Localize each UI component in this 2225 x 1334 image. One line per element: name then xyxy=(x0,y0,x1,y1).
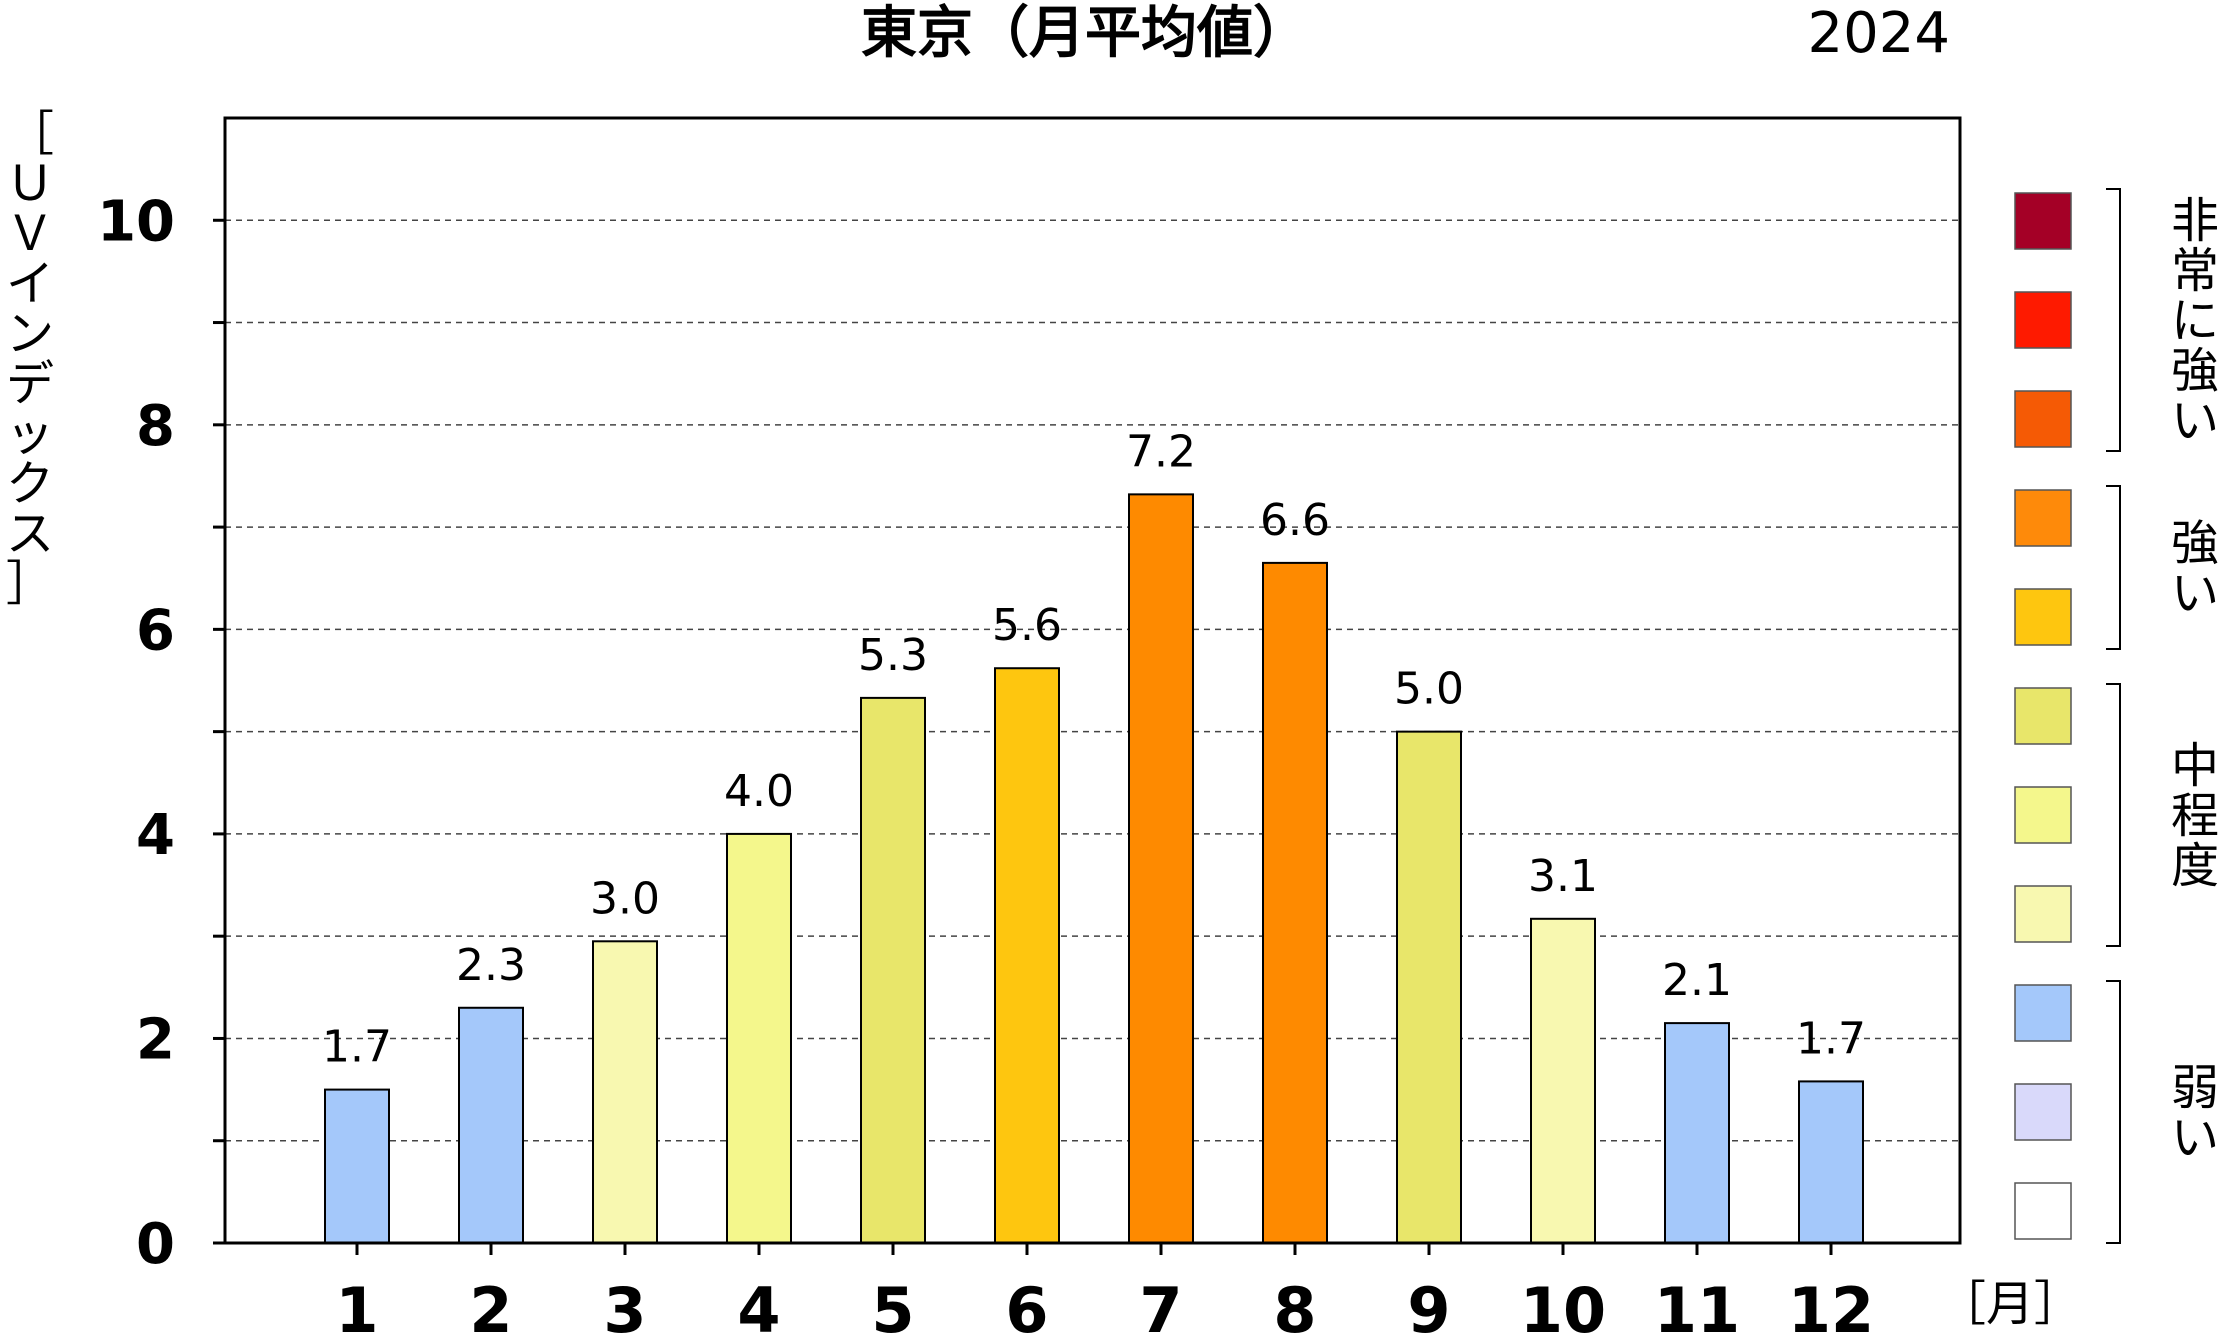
data-label: 5.0 xyxy=(1394,664,1464,715)
y-tick-label: 6 xyxy=(136,598,175,663)
legend-label-char: 中 xyxy=(2171,738,2219,794)
legend-label-char: 強 xyxy=(2171,516,2219,572)
legend-swatch xyxy=(2014,489,2072,547)
data-label: 5.6 xyxy=(992,600,1062,651)
y-axis-ticks: 0 2 4 6 8 10 xyxy=(97,189,225,1277)
x-tick-label: 7 xyxy=(1139,1274,1182,1334)
y-label-char: デ xyxy=(6,356,54,412)
bar xyxy=(994,667,1060,1244)
bar xyxy=(1262,561,1328,1244)
data-label: 1.7 xyxy=(322,1022,392,1073)
data-label: 4.0 xyxy=(724,766,794,817)
legend-label-char: 度 xyxy=(2171,838,2219,894)
data-label: 5.3 xyxy=(858,630,928,681)
legend-label-char: に xyxy=(2171,293,2219,349)
legend-label-char: 非 xyxy=(2171,193,2219,249)
data-label: 6.6 xyxy=(1260,495,1330,546)
legend-bracket xyxy=(2106,980,2121,1244)
legend-label-char: 弱 xyxy=(2171,1060,2219,1116)
x-tick-label: 8 xyxy=(1273,1274,1316,1334)
bar xyxy=(726,832,792,1245)
legend-swatch xyxy=(2014,1182,2072,1240)
legend-label-char: い xyxy=(2171,566,2219,622)
legend-bracket xyxy=(2106,485,2121,650)
x-tick-label: 11 xyxy=(1654,1274,1740,1334)
data-label: 7.2 xyxy=(1126,426,1196,477)
x-tick-label: 9 xyxy=(1407,1274,1450,1334)
x-axis-ticks: 1 2 3 4 5 6 7 8 9 10 11 12 xyxy=(335,1243,1874,1334)
legend-swatch xyxy=(2014,687,2072,745)
y-label-char: ス xyxy=(6,506,54,562)
bar xyxy=(1530,917,1596,1245)
x-axis-unit: ［月］ xyxy=(1938,1276,2082,1332)
y-label-char: ［ xyxy=(6,106,54,162)
y-label-char: Ｕ xyxy=(6,156,54,212)
x-tick-label: 2 xyxy=(469,1274,512,1334)
y-label-char: イ xyxy=(6,256,54,312)
bar xyxy=(324,1088,390,1245)
y-tick-label: 10 xyxy=(97,189,175,254)
data-label: 2.3 xyxy=(456,940,526,991)
y-label-char: ン xyxy=(6,306,54,362)
y-tick-label: 4 xyxy=(136,803,175,868)
data-label: 3.1 xyxy=(1528,851,1598,902)
legend-swatch xyxy=(2014,984,2072,1042)
legend-label-char: 常 xyxy=(2171,243,2219,299)
chart-title: 東京（月平均値） xyxy=(861,1,1309,66)
legend-swatch xyxy=(2014,786,2072,844)
y-label-char: Ｖ xyxy=(6,206,54,262)
y-label-char: ッ xyxy=(6,406,54,462)
bar xyxy=(458,1006,524,1244)
legend-label-char: 程 xyxy=(2171,788,2219,844)
legend-swatch xyxy=(2014,588,2072,646)
data-label: 1.7 xyxy=(1796,1013,1866,1064)
x-tick-label: 1 xyxy=(335,1274,378,1334)
x-tick-label: 12 xyxy=(1788,1274,1874,1334)
x-tick-label: 6 xyxy=(1005,1274,1048,1334)
legend-swatch xyxy=(2014,192,2072,250)
legend-label-char: い xyxy=(2171,393,2219,449)
y-tick-label: 0 xyxy=(136,1212,175,1277)
legend-bracket xyxy=(2106,683,2121,947)
legend-swatch xyxy=(2014,291,2072,349)
y-tick-label: 8 xyxy=(136,394,175,459)
bar xyxy=(1664,1022,1730,1245)
legend-swatch xyxy=(2014,885,2072,943)
x-tick-label: 3 xyxy=(603,1274,646,1334)
plot-frame xyxy=(223,116,1962,1245)
data-label: 3.0 xyxy=(590,873,660,924)
x-tick-label: 4 xyxy=(737,1274,780,1334)
legend-label-char: 強 xyxy=(2171,343,2219,399)
bar xyxy=(1128,493,1194,1244)
y-tick-label: 2 xyxy=(136,1007,175,1072)
y-label-char: ク xyxy=(6,456,54,512)
bar xyxy=(860,696,926,1244)
legend-bracket xyxy=(2106,188,2121,452)
legend-swatch xyxy=(2014,390,2072,448)
bar xyxy=(592,940,658,1245)
bars: 1.7 2.3 3.0 4.0 5.3 5.6 7.2 6.6 5.0 3.1 2.1 1.7 xyxy=(322,426,1866,1245)
legend-label-char: い xyxy=(2171,1110,2219,1166)
bar xyxy=(1798,1080,1864,1244)
data-label: 2.1 xyxy=(1662,955,1732,1006)
x-tick-label: 10 xyxy=(1520,1274,1606,1334)
bar xyxy=(1396,730,1462,1244)
chart-year: 2024 xyxy=(1807,1,1950,66)
y-label-char: ］ xyxy=(6,556,54,612)
legend-swatch xyxy=(2014,1083,2072,1141)
x-tick-label: 5 xyxy=(871,1274,914,1334)
